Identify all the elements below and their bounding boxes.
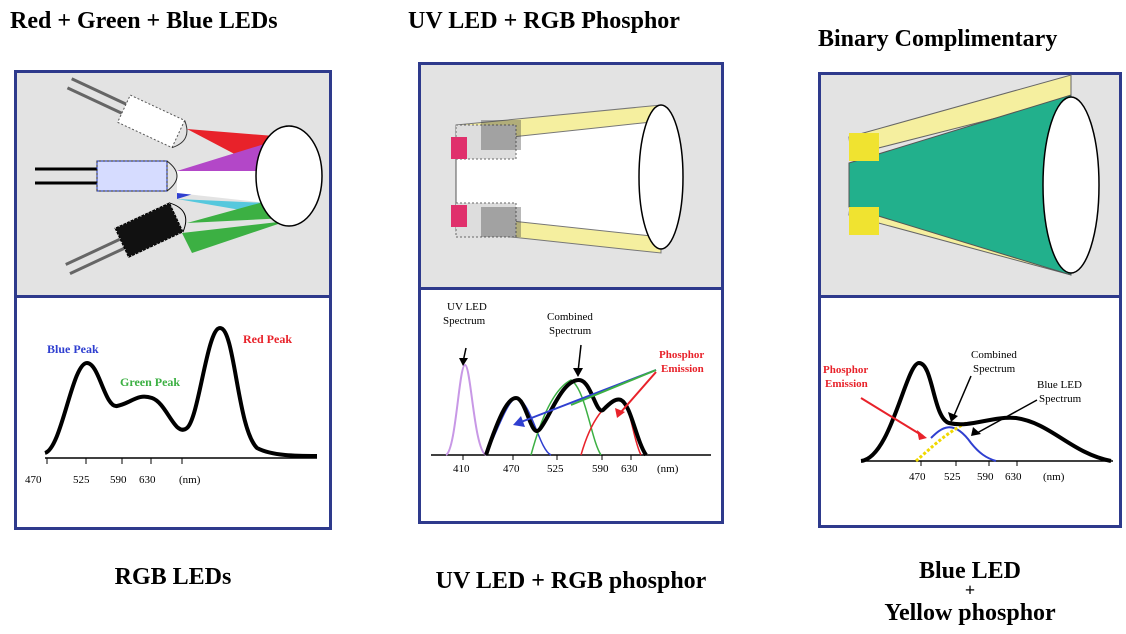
blue-peak-label: Blue Peak (47, 342, 99, 356)
blue-led-diagram (848, 74, 1100, 276)
col2-tick-nm: (nm) (657, 463, 679, 475)
col1-spectrum-chart: Blue Peak Green Peak Red Peak 470 525 59… (25, 325, 318, 486)
col3-top-diagram (821, 74, 1119, 298)
uv-led-label-2: Spectrum (443, 315, 486, 327)
uv-led-label-1: UV LED (447, 301, 487, 313)
col3-combined-arrow (952, 375, 972, 419)
col3-title: Binary Complimentary (818, 26, 1058, 52)
col1-top-diagram (17, 73, 329, 298)
col3-caption-line3: Yellow phosphor (884, 600, 1056, 626)
col2-panel: UV LED Spectrum Combined Spectrum Phosph… (418, 62, 724, 524)
col2-tick-525: 525 (547, 463, 564, 475)
col3-panel: Phosphor Emission Combined Spectrum Blue… (818, 72, 1122, 528)
phosphor-arrow-green (570, 369, 657, 406)
col1-spectrum-curve (43, 325, 318, 458)
col3-blue-led-label-2: Spectrum (1039, 393, 1082, 405)
col2-caption: UV LED + RGB phosphor (435, 568, 707, 594)
col1-tick-470: 470 (25, 474, 42, 486)
col3-caption-line1: Blue LED (918, 558, 1022, 584)
col2-lens (638, 104, 684, 250)
combined-arrow (577, 344, 582, 373)
col2-spectrum-chart: UV LED Spectrum Combined Spectrum Phosph… (431, 301, 711, 475)
col2-tick-630: 630 (621, 463, 638, 475)
col2-tick-410: 410 (453, 463, 470, 475)
yellow-led-bottom (849, 207, 879, 235)
col2-tick-470: 470 (503, 463, 520, 475)
white-beam (177, 171, 267, 203)
phosphor-label-1: Phosphor (659, 349, 704, 361)
rgb-led-diagram (35, 77, 323, 275)
col3-tick-525: 525 (944, 471, 961, 483)
teal-cone (848, 94, 1072, 276)
col3-tick-nm: (nm) (1043, 471, 1065, 483)
col1-tick-525: 525 (73, 474, 90, 486)
col1-tick-590: 590 (110, 474, 127, 486)
col1-tick-nm: (nm) (179, 474, 201, 486)
lens-ellipse (255, 125, 323, 227)
col3-combined-curve (860, 360, 1112, 463)
pink-bottom (451, 205, 467, 227)
green-emission-curve (530, 379, 602, 456)
combined-label-2: Spectrum (549, 325, 592, 337)
col1-spectrum-panel: Blue Peak Green Peak Red Peak 470 525 59… (17, 298, 329, 527)
col2-title: UV LED + RGB Phosphor (408, 8, 680, 34)
col3-combined-label-2: Spectrum (973, 363, 1016, 375)
red-peak-label: Red Peak (243, 332, 292, 346)
col3-spectrum-panel: Phosphor Emission Combined Spectrum Blue… (821, 298, 1119, 525)
col3-blue-led-arrow (976, 399, 1038, 434)
col3-tick-590: 590 (977, 471, 994, 483)
phosphor-arrow-red (620, 371, 657, 413)
col3-tick-630: 630 (1005, 471, 1022, 483)
uv-led-top-dots (481, 120, 521, 150)
col2-top-diagram (421, 65, 721, 290)
col2-tick-590: 590 (592, 463, 609, 475)
uv-led-bottom-dots (481, 207, 521, 237)
col3-phosphor-arrow (860, 397, 924, 437)
col1-tick-630: 630 (139, 474, 156, 486)
blue-led (35, 160, 178, 192)
col3-tick-470: 470 (909, 471, 926, 483)
col2-combined-curve (484, 377, 648, 457)
col3-lens (1042, 96, 1100, 274)
phosphor-label-2: Emission (661, 363, 704, 375)
col1-title: Red + Green + Blue LEDs (10, 8, 278, 34)
red-emission-curve (580, 399, 642, 456)
col3-blue-led-label-1: Blue LED (1037, 379, 1082, 391)
col1-caption: RGB LEDs (114, 564, 232, 590)
combined-label-1: Combined (547, 311, 593, 323)
blue-led-curve (930, 426, 997, 462)
col3-phosphor-label-2: Emission (825, 378, 868, 390)
col2-spectrum-panel: UV LED Spectrum Combined Spectrum Phosph… (421, 290, 721, 521)
yellow-led-top (849, 133, 879, 161)
col3-phosphor-label-1: Phosphor (823, 364, 868, 376)
col3-spectrum-chart: Phosphor Emission Combined Spectrum Blue… (823, 349, 1113, 483)
red-led (66, 77, 188, 149)
col3-combined-label-1: Combined (971, 349, 1017, 361)
green-peak-label: Green Peak (120, 375, 180, 389)
col1-panel: Blue Peak Green Peak Red Peak 470 525 59… (14, 70, 332, 530)
yellow-phosphor-curve (915, 421, 967, 463)
green-led (65, 202, 187, 275)
col3-caption-line2: + (964, 580, 976, 600)
green-beam-2 (182, 221, 287, 253)
pink-top (451, 137, 467, 159)
uv-led-diagram (451, 104, 684, 254)
uv-peak-curve (445, 363, 487, 456)
